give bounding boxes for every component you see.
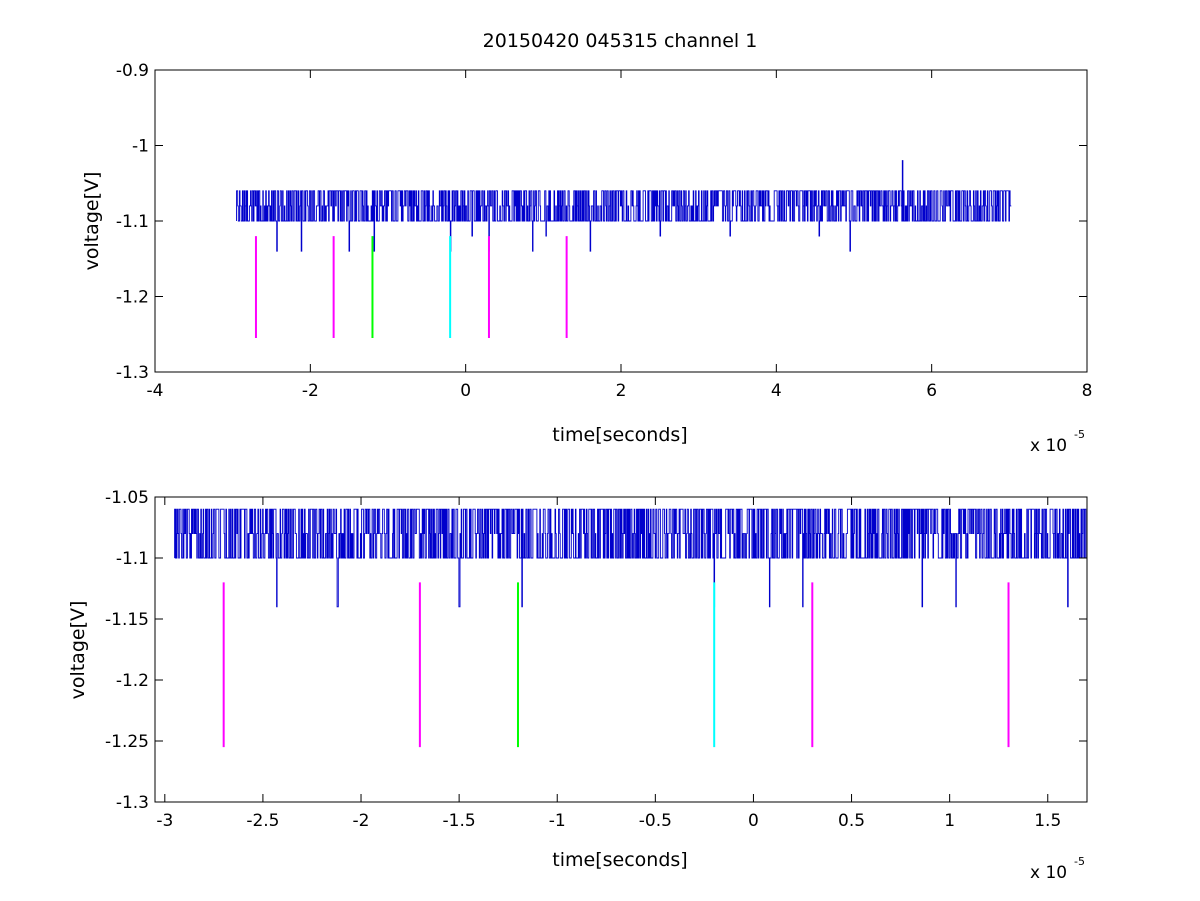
bottom-x-tick-label: 0.5 bbox=[838, 811, 865, 831]
top-plot-ticks: -4 -2 0 2 4 6 8 -1.3 -1.2 -1.1 -1 -0.9 bbox=[116, 61, 1093, 401]
bottom-x-multiplier: x 10 bbox=[1030, 863, 1067, 883]
bottom-y-tick-label: -1.2 bbox=[116, 671, 149, 691]
bottom-x-tick-label: 1.5 bbox=[1034, 811, 1061, 831]
top-x-tick-label: 4 bbox=[771, 381, 782, 401]
bottom-x-tick-label: -3 bbox=[156, 811, 173, 831]
top-x-tick-label: 2 bbox=[616, 381, 627, 401]
top-plot-frame bbox=[154, 69, 1088, 373]
top-y-tick-label: -1.2 bbox=[116, 288, 149, 308]
top-signal-trace bbox=[236, 160, 1012, 252]
top-x-multiplier: x 10 bbox=[1030, 436, 1067, 456]
bottom-y-tick-label: -1.3 bbox=[116, 793, 149, 813]
top-y-tick-label: -1 bbox=[132, 137, 149, 157]
bottom-x-tick-label: 0 bbox=[748, 811, 759, 831]
top-y-tick-label: -0.9 bbox=[116, 61, 149, 81]
bottom-plot-data bbox=[174, 508, 1087, 748]
bottom-x-tick-label: -1.5 bbox=[443, 811, 476, 831]
bottom-x-multiplier-exponent: -5 bbox=[1074, 855, 1085, 868]
top-x-tick-label: -4 bbox=[147, 381, 164, 401]
top-x-multiplier-exponent: -5 bbox=[1074, 428, 1085, 441]
top-x-tick-label: 8 bbox=[1082, 381, 1093, 401]
bottom-y-tick-label: -1.05 bbox=[105, 488, 149, 508]
top-x-tick-label: 6 bbox=[926, 381, 937, 401]
bottom-plot: -3 -2.5 -2 -1.5 -1 -0.5 0 0.5 1 1.5 -1.3 -1.25 -1.2 -… bbox=[67, 488, 1088, 883]
top-x-axis-label: time[seconds] bbox=[552, 424, 687, 446]
top-x-tick-label: -2 bbox=[302, 381, 319, 401]
bottom-x-tick-label: 1 bbox=[944, 811, 955, 831]
top-plot: -4 -2 0 2 4 6 8 -1.3 -1.2 -1.1 -1 -0.9 time[seconds… bbox=[81, 61, 1092, 456]
bottom-x-axis-label: time[seconds] bbox=[552, 849, 687, 871]
bottom-plot-frame bbox=[154, 496, 1088, 803]
bottom-y-axis-label: voltage[V] bbox=[67, 601, 89, 700]
bottom-plot-ticks: -3 -2.5 -2 -1.5 -1 -0.5 0 0.5 1 1.5 -1.3 -1.25 -1.2 -… bbox=[105, 488, 1087, 831]
bottom-y-tick-label: -1.25 bbox=[105, 732, 149, 752]
bottom-x-tick-label: -2.5 bbox=[246, 811, 279, 831]
top-plot-data bbox=[236, 160, 1012, 339]
top-y-tick-label: -1.1 bbox=[116, 212, 149, 232]
bottom-x-tick-label: -0.5 bbox=[639, 811, 672, 831]
bottom-y-tick-label: -1.1 bbox=[116, 549, 149, 569]
bottom-y-tick-label: -1.15 bbox=[105, 610, 149, 630]
figure-title: 20150420 045315 channel 1 bbox=[483, 30, 758, 52]
bottom-x-tick-label: -1 bbox=[549, 811, 566, 831]
top-y-tick-label: -1.3 bbox=[116, 363, 149, 383]
bottom-x-tick-label: -2 bbox=[353, 811, 370, 831]
top-y-axis-label: voltage[V] bbox=[81, 172, 103, 271]
top-x-tick-label: 0 bbox=[460, 381, 471, 401]
bottom-signal-trace bbox=[174, 508, 1087, 608]
